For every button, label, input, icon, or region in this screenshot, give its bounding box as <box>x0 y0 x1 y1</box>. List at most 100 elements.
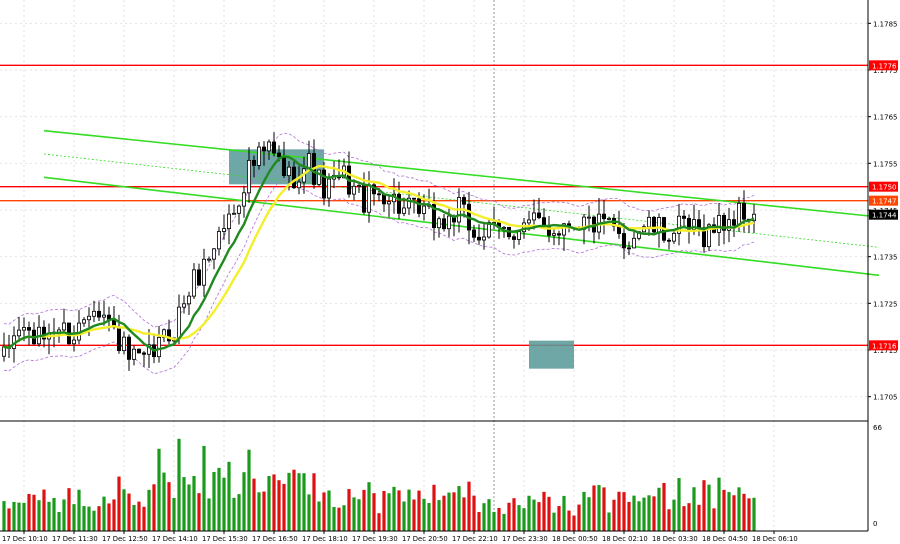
candle-body <box>406 197 411 209</box>
volume-bar <box>267 475 271 531</box>
volume-bar <box>357 499 361 531</box>
volume-bar <box>682 506 686 531</box>
volume-bar <box>632 495 636 531</box>
candle-body <box>702 227 707 248</box>
candle-body <box>131 348 136 360</box>
volume-bar <box>352 497 356 531</box>
candle-body <box>471 229 476 238</box>
volume-bar <box>57 511 61 531</box>
candle-body <box>276 152 281 158</box>
volume-max-label: 66 <box>873 424 882 432</box>
volume-bar <box>432 484 436 531</box>
volume-bar <box>417 490 421 531</box>
volume-bar <box>502 513 506 531</box>
candle-body <box>421 205 426 214</box>
candle-body <box>607 218 612 220</box>
candle-body <box>97 310 102 318</box>
volume-bar <box>297 473 301 531</box>
candle-body <box>737 202 742 226</box>
candle-body <box>476 236 481 241</box>
volume-bar <box>127 493 131 531</box>
price-tick-label: 1.1705 <box>873 394 898 402</box>
time-tick-label: 17 Dec 12:50 <box>102 535 148 543</box>
volume-bar <box>92 510 96 531</box>
candle-body <box>682 215 687 219</box>
level-price-label: 1.1776 <box>872 62 897 70</box>
candle-body <box>21 327 26 331</box>
volume-bar <box>247 449 251 531</box>
level-price-tag <box>869 195 898 206</box>
price-tick-label: 1.1755 <box>873 160 898 168</box>
price-tick-label: 1.1785 <box>873 20 898 28</box>
volume-panel <box>0 420 868 531</box>
candle-body <box>181 303 186 308</box>
volume-bar <box>7 508 11 531</box>
candle-body <box>411 197 416 200</box>
candle-body <box>361 185 366 213</box>
volume-bar <box>27 493 31 531</box>
candle-body <box>231 212 236 215</box>
candle-body <box>436 218 441 229</box>
volume-bar <box>87 506 91 531</box>
candle-body <box>396 193 401 214</box>
candle-body <box>127 336 132 360</box>
volume-bar <box>607 512 611 531</box>
candle-body <box>627 247 632 250</box>
time-tick-label: 18 Dec 02:10 <box>602 535 648 543</box>
volume-bar <box>282 483 286 531</box>
time-tick-label: 17 Dec 10:10 <box>2 535 48 543</box>
volume-bar <box>687 503 691 531</box>
candle-body <box>562 223 567 236</box>
volume-bar <box>662 482 666 531</box>
volume-bar <box>222 477 226 531</box>
volume-bar <box>602 487 606 531</box>
candle-body <box>176 306 181 339</box>
candle-body <box>632 237 637 249</box>
volume-bar <box>372 493 376 531</box>
volume-bar <box>407 489 411 531</box>
volume-bar <box>692 487 696 531</box>
candle-body <box>107 314 112 320</box>
volume-bar <box>462 497 466 531</box>
volume-bar <box>192 476 196 531</box>
volume-bar <box>47 501 51 531</box>
time-tick-label: 17 Dec 19:30 <box>352 535 398 543</box>
volume-bar <box>527 495 531 531</box>
volume-bar <box>657 487 661 531</box>
envelope-upper <box>3 132 755 328</box>
candle-body <box>2 346 7 357</box>
time-tick-label: 18 Dec 03:30 <box>652 535 698 543</box>
candle-body <box>697 219 702 229</box>
volume-bar <box>332 507 336 531</box>
current-price-tag <box>869 209 898 220</box>
volume-bar <box>217 467 221 531</box>
volume-bar <box>72 504 76 531</box>
volume-bar <box>157 448 161 531</box>
candle-body <box>416 198 421 214</box>
candle-body <box>537 212 542 219</box>
volume-bar <box>452 492 456 531</box>
volume-bar <box>547 496 551 531</box>
candle-body <box>351 185 356 195</box>
candle-body <box>82 319 87 324</box>
candle-body <box>742 202 747 220</box>
volume-bar <box>467 481 471 531</box>
volume-bar <box>22 502 26 531</box>
candle-body <box>256 146 261 166</box>
volume-bar <box>702 480 706 531</box>
current-price-label: 1.1744 <box>872 212 897 220</box>
volume-bar <box>677 478 681 531</box>
volume-bar <box>427 503 431 531</box>
price-tick-label: 1.1735 <box>873 254 898 262</box>
volume-bar <box>12 501 16 531</box>
volume-bar <box>367 482 371 531</box>
volume-bar <box>472 495 476 531</box>
candle-body <box>386 201 391 205</box>
candle-body <box>672 232 677 242</box>
time-tick-label: 17 Dec 20:50 <box>402 535 448 543</box>
level-price-tag <box>869 181 898 192</box>
volume-bar <box>742 493 746 531</box>
candle-body <box>92 310 97 317</box>
candle-body <box>62 322 67 331</box>
